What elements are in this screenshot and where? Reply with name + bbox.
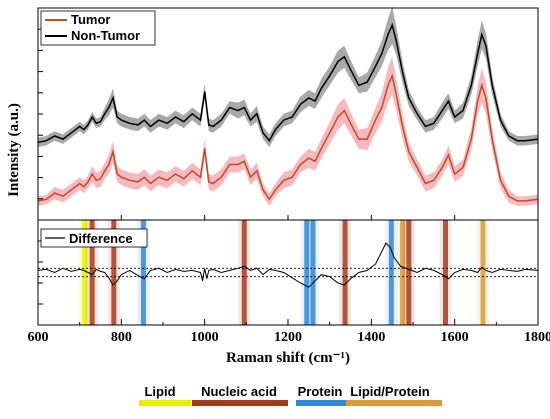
band-3 (140, 220, 146, 325)
assignment-bands (78, 220, 489, 325)
band-legend-swatch-0 (139, 400, 191, 406)
difference-panel (37, 242, 539, 288)
band-6 (310, 220, 316, 325)
band-4 (241, 220, 247, 325)
band-8 (388, 220, 394, 325)
band-legend: Lipid Nucleic acid Protein Lipid/Protein (139, 384, 442, 406)
x-axis-label: Raman shift (cm⁻¹) (226, 350, 350, 366)
difference-legend-box (40, 228, 148, 248)
band-legend-label-0: Lipid (144, 384, 175, 399)
series-line-non-tumor (37, 22, 539, 144)
legend-label-tumor: Tumor (71, 12, 110, 27)
y-axis-label: Intensity (a.u.) (6, 103, 22, 197)
series-line-tumor (37, 73, 539, 202)
band-1 (89, 220, 95, 325)
band-9 (400, 220, 406, 325)
top-legend-box (40, 10, 156, 46)
x-tick-label-0: 600 (28, 330, 49, 345)
x-tick-label-6: 1800 (524, 330, 550, 345)
axes: 600 800 1000 1200 1400 1600 1800 (28, 7, 550, 345)
band-legend-label-1: Nucleic acid (201, 384, 277, 399)
band-7 (342, 220, 348, 325)
band-12 (480, 220, 486, 325)
x-tick-label-2: 1000 (191, 330, 219, 345)
x-tick-label-4: 1400 (357, 330, 385, 345)
series-band-tumor (38, 56, 538, 206)
band-legend-label-2: Protein (298, 384, 343, 399)
legend-label-non-tumor: Non-Tumor (71, 28, 140, 43)
band-2 (111, 220, 117, 325)
band-legend-swatch-2 (296, 400, 348, 406)
band-legend-swatch-3 (346, 400, 442, 406)
x-tick-label-5: 1600 (441, 330, 469, 345)
band-legend-swatch-1 (192, 400, 288, 406)
band-10 (406, 220, 412, 325)
band-11 (443, 220, 448, 325)
x-tick-label-1: 800 (111, 330, 132, 345)
band-5 (304, 220, 310, 325)
difference-legend-label: Difference (69, 231, 133, 246)
difference-legend: Difference (40, 228, 148, 248)
band-0 (82, 220, 88, 325)
difference-line (37, 242, 539, 288)
band-legend-label-3: Lipid/Protein (350, 384, 430, 399)
top-panel (37, 6, 539, 206)
x-tick-label-3: 1200 (274, 330, 302, 345)
series-band-non-tumor (38, 6, 538, 148)
